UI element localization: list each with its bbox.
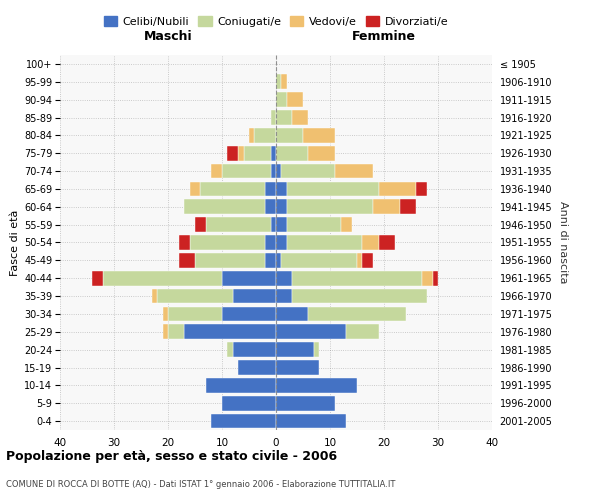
Bar <box>281 74 287 89</box>
Bar <box>287 92 303 107</box>
Bar <box>195 218 206 232</box>
Bar <box>373 200 400 214</box>
Bar <box>92 271 103 285</box>
Bar <box>276 200 287 214</box>
Bar <box>254 128 276 142</box>
Bar <box>276 92 287 107</box>
Bar <box>292 110 308 125</box>
Bar <box>400 200 416 214</box>
Bar <box>433 271 438 285</box>
Bar <box>276 235 287 250</box>
Bar <box>184 200 265 214</box>
Bar <box>222 271 276 285</box>
Bar <box>152 289 157 304</box>
Bar <box>276 218 287 232</box>
Bar <box>271 164 276 178</box>
Bar <box>168 306 222 322</box>
Bar <box>222 164 271 178</box>
Bar <box>168 324 184 339</box>
Bar <box>276 271 292 285</box>
Bar <box>357 253 362 268</box>
Bar <box>341 218 352 232</box>
Bar <box>276 253 281 268</box>
Bar <box>287 218 341 232</box>
Bar <box>292 289 427 304</box>
Bar <box>287 200 373 214</box>
Bar <box>287 235 362 250</box>
Bar <box>227 146 238 160</box>
Bar <box>227 342 233 357</box>
Bar <box>308 306 406 322</box>
Bar <box>163 324 168 339</box>
Bar <box>206 218 271 232</box>
Bar <box>292 271 422 285</box>
Bar <box>265 200 276 214</box>
Bar <box>276 360 319 375</box>
Bar <box>238 146 244 160</box>
Bar <box>271 218 276 232</box>
Bar <box>379 235 395 250</box>
Bar <box>222 306 276 322</box>
Bar <box>157 289 233 304</box>
Bar <box>276 74 281 89</box>
Bar <box>233 342 276 357</box>
Bar <box>190 182 200 196</box>
Bar <box>276 306 308 322</box>
Y-axis label: Fasce di età: Fasce di età <box>10 210 20 276</box>
Bar <box>179 235 190 250</box>
Bar <box>195 253 265 268</box>
Bar <box>200 182 265 196</box>
Bar <box>276 342 314 357</box>
Bar <box>346 324 379 339</box>
Bar <box>379 182 416 196</box>
Bar <box>233 289 276 304</box>
Bar <box>244 146 271 160</box>
Bar <box>422 271 433 285</box>
Bar <box>281 253 357 268</box>
Bar <box>211 164 222 178</box>
Bar <box>276 414 346 428</box>
Bar <box>265 235 276 250</box>
Bar <box>308 146 335 160</box>
Bar <box>271 110 276 125</box>
Bar <box>238 360 276 375</box>
Y-axis label: Anni di nascita: Anni di nascita <box>558 201 568 284</box>
Bar <box>179 253 195 268</box>
Text: Maschi: Maschi <box>143 30 193 43</box>
Legend: Celibi/Nubili, Coniugati/e, Vedovi/e, Divorziati/e: Celibi/Nubili, Coniugati/e, Vedovi/e, Di… <box>100 12 452 32</box>
Bar <box>265 253 276 268</box>
Bar <box>249 128 254 142</box>
Bar <box>265 182 276 196</box>
Bar <box>184 324 276 339</box>
Bar <box>276 164 281 178</box>
Bar <box>276 182 287 196</box>
Bar <box>276 396 335 410</box>
Bar <box>190 235 265 250</box>
Bar <box>303 128 335 142</box>
Bar <box>276 146 308 160</box>
Bar <box>271 146 276 160</box>
Text: Popolazione per età, sesso e stato civile - 2006: Popolazione per età, sesso e stato civil… <box>6 450 337 463</box>
Bar <box>335 164 373 178</box>
Bar <box>222 396 276 410</box>
Bar <box>362 253 373 268</box>
Bar <box>314 342 319 357</box>
Text: COMUNE DI ROCCA DI BOTTE (AQ) - Dati ISTAT 1° gennaio 2006 - Elaborazione TUTTIT: COMUNE DI ROCCA DI BOTTE (AQ) - Dati IST… <box>6 480 395 489</box>
Bar <box>163 306 168 322</box>
Bar <box>211 414 276 428</box>
Bar <box>276 378 357 392</box>
Bar <box>416 182 427 196</box>
Bar <box>276 128 303 142</box>
Bar <box>206 378 276 392</box>
Bar <box>103 271 222 285</box>
Bar <box>276 324 346 339</box>
Bar <box>362 235 379 250</box>
Text: Femmine: Femmine <box>352 30 416 43</box>
Bar <box>276 289 292 304</box>
Bar <box>281 164 335 178</box>
Bar <box>287 182 379 196</box>
Bar <box>276 110 292 125</box>
